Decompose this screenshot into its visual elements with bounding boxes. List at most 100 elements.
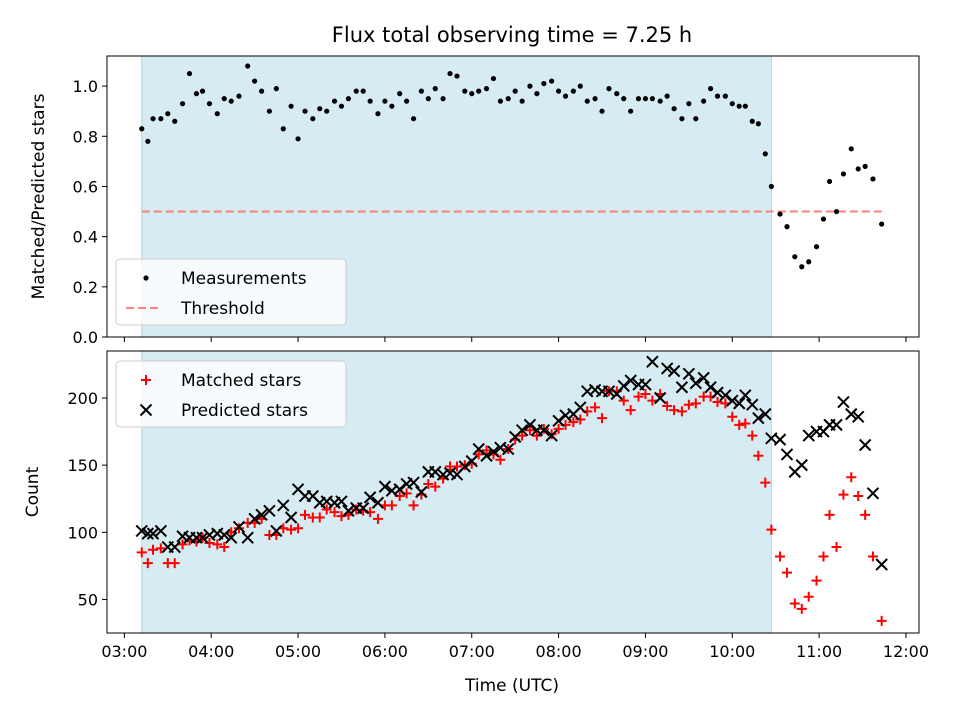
predicted-star-point xyxy=(248,512,261,526)
matched-star-point xyxy=(336,511,347,522)
legend-marker-measurements xyxy=(143,275,149,281)
predicted-star-point xyxy=(141,527,155,540)
matched-star-point xyxy=(633,391,644,402)
measurement-point xyxy=(490,75,497,82)
predicted-star-point xyxy=(429,465,442,479)
measurement-point xyxy=(266,108,272,114)
measurement-point xyxy=(295,136,301,142)
predicted-star-point xyxy=(480,449,493,462)
measurement-point xyxy=(367,98,373,104)
x-axis-label: Time (UTC) xyxy=(464,676,559,696)
predicted-star-point xyxy=(574,401,587,414)
measurement-point xyxy=(792,254,798,260)
x-tick-label: 05:00 xyxy=(275,642,321,661)
predicted-star-point xyxy=(284,511,298,524)
legend-marker-predicted xyxy=(139,403,153,417)
measurement-point xyxy=(302,108,308,114)
measurement-point xyxy=(820,216,827,222)
measurement-point xyxy=(206,101,213,107)
measurement-point xyxy=(273,86,279,92)
matched-star-point xyxy=(177,539,188,550)
measurement-point xyxy=(555,88,562,94)
measurement-point xyxy=(777,211,783,217)
measurement-point xyxy=(693,116,699,122)
matched-star-point xyxy=(524,425,535,436)
axes-frame xyxy=(106,55,920,338)
measurement-point xyxy=(664,93,670,99)
predicted-star-point xyxy=(875,558,888,571)
measurement-point xyxy=(826,178,833,185)
predicted-star-point xyxy=(393,483,406,496)
measurement-point xyxy=(729,101,735,107)
measurement-point xyxy=(649,96,655,102)
matched-star-point xyxy=(867,551,878,562)
matched-star-point xyxy=(430,481,441,492)
measurement-point xyxy=(584,98,590,104)
matched-star-point xyxy=(740,418,751,429)
matched-star-point xyxy=(853,491,864,502)
matched-star-point xyxy=(766,524,777,535)
measurement-point xyxy=(714,93,721,99)
measurement-point xyxy=(527,83,533,89)
y-tick-label: 50 xyxy=(78,590,98,609)
legend-marker-matched xyxy=(141,375,151,385)
measurement-point xyxy=(288,103,294,109)
measurement-point xyxy=(762,151,768,157)
counts-panel: 03:00 04:00 05:00 06:00 07:00 08:00 09:00 10:00… xyxy=(23,350,929,661)
matched-star-point xyxy=(155,543,166,554)
matched-star-point xyxy=(314,512,325,523)
predicted-star-point xyxy=(675,381,689,394)
matched-star-point xyxy=(796,603,807,614)
predicted-star-point xyxy=(168,540,181,554)
measurement-point xyxy=(214,111,220,117)
legend-label: Threshold xyxy=(180,299,265,319)
matched-star-point xyxy=(647,395,658,406)
measurement-point xyxy=(707,86,714,92)
x-tick-label: 06:00 xyxy=(362,642,408,661)
predicted-star-point xyxy=(845,407,858,421)
matched-star-point xyxy=(690,398,701,409)
matched-star-point xyxy=(451,461,462,472)
matched-star-point xyxy=(386,500,397,511)
matched-star-point xyxy=(286,524,297,535)
measurement-point xyxy=(749,118,755,124)
predicted-star-point xyxy=(660,362,674,375)
predicted-star-point xyxy=(196,531,209,544)
matched-star-point xyxy=(662,401,673,412)
measurement-point xyxy=(258,88,265,94)
y-tick-label: 1.0 xyxy=(73,77,98,96)
measurement-point xyxy=(179,101,186,107)
measurement-point xyxy=(621,96,627,102)
predicted-star-point xyxy=(415,485,428,499)
predicted-star-point xyxy=(224,531,238,544)
matched-star-point xyxy=(676,406,687,417)
predicted-star-point xyxy=(135,524,148,538)
matched-star-point xyxy=(760,477,771,488)
measurement-point xyxy=(855,166,861,172)
matched-star-point xyxy=(824,509,835,520)
predicted-star-point xyxy=(739,389,752,402)
predicted-star-point xyxy=(537,424,551,437)
matched-star-point xyxy=(618,395,629,406)
measurement-point xyxy=(150,116,156,122)
measurement-point xyxy=(310,116,316,122)
matched-star-point xyxy=(597,413,608,424)
predicted-star-point xyxy=(602,385,616,398)
measurement-point xyxy=(592,96,598,102)
y-axis-label: Count xyxy=(23,466,43,517)
x-tick-label: 03:00 xyxy=(101,642,147,661)
predicted-star-point xyxy=(830,418,843,432)
measurement-point xyxy=(483,86,490,92)
matched-star-point xyxy=(212,539,223,550)
measurement-point xyxy=(331,98,338,104)
matched-star-point xyxy=(204,538,215,549)
predicted-star-point xyxy=(146,527,160,540)
measurement-point xyxy=(505,96,511,102)
legend-box xyxy=(115,258,347,326)
matched-star-point xyxy=(860,509,871,520)
predicted-star-point xyxy=(802,429,815,442)
legend: Measurements Threshold xyxy=(115,258,347,326)
matched-star-point xyxy=(321,504,332,515)
matched-star-point xyxy=(803,591,814,602)
